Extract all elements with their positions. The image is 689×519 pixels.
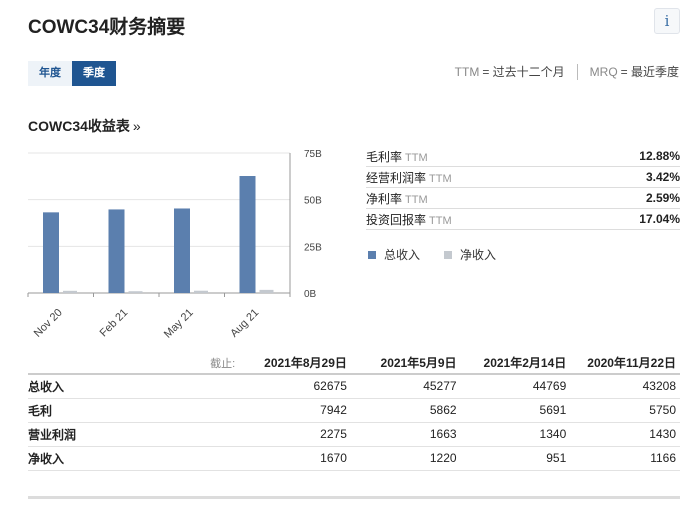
table-cell: 1166	[570, 446, 680, 471]
legend-swatch-revenue	[368, 250, 376, 259]
tab-quarterly[interactable]: 季度	[72, 61, 116, 86]
metric-label: 经营利润率	[366, 170, 427, 185]
metric-tag: TTM	[429, 172, 452, 185]
legend-label-revenue: 总收入	[384, 248, 421, 262]
y-tick-label: 0B	[304, 289, 317, 300]
y-tick-label: 50B	[304, 196, 322, 207]
table-cell: 62675	[241, 374, 351, 399]
table-cell: 44769	[460, 374, 571, 399]
bar-revenue	[43, 212, 59, 293]
table-cell: 5862	[350, 398, 461, 423]
margin-metrics: 毛利率 TTM 12.88% 经营利润率 TTM 3.42% 净利率 TTM 2.59…	[366, 146, 680, 230]
table-cell: 1340	[460, 422, 571, 447]
table-row: 营业利润 2275 1663 1340 1430	[28, 422, 680, 447]
bar-revenue	[239, 176, 256, 293]
metric-tag: TTM	[405, 151, 428, 164]
metric-label: 投资回报率	[366, 212, 427, 227]
column-date: 2021年8月29日	[241, 352, 351, 375]
table-cell: 951	[460, 446, 571, 471]
row-label: 总收入	[28, 374, 242, 399]
legend-swatch-net-income	[444, 250, 453, 259]
chart-legend: 总收入 净收入	[368, 246, 520, 263]
bar-revenue	[108, 209, 125, 293]
metric-tag: TTM	[429, 214, 452, 227]
bar-revenue	[174, 208, 190, 293]
column-date: 2021年5月9日	[350, 352, 461, 375]
bar-net-income	[194, 290, 208, 293]
y-tick-label: 75B	[304, 149, 322, 160]
metric-label: 净利率	[366, 191, 403, 206]
legend-label-net-income: 净收入	[460, 248, 497, 262]
table-cell: 1430	[570, 422, 680, 447]
abbreviation-legend: TTM = 过去十二个月 MRQ = 最近季度	[455, 63, 679, 80]
ttm-text: = 过去十二个月	[482, 65, 565, 79]
metric-row-gross-margin: 毛利率 TTM 12.88%	[366, 146, 680, 167]
table-cell: 45277	[350, 374, 461, 399]
metric-row-operating-margin: 经营利润率 TTM 3.42%	[366, 167, 680, 188]
metric-value: 3.42%	[645, 170, 680, 184]
more-link-icon[interactable]: »	[132, 118, 141, 134]
row-label: 净收入	[28, 446, 242, 471]
legend-item-net-income[interactable]: 净收入	[444, 246, 496, 263]
table-cell: 7942	[241, 398, 351, 423]
column-date: 2020年11月22日	[570, 352, 680, 375]
asof-label: 截止:	[28, 352, 242, 375]
income-statement-title: COWC34收益表»	[28, 116, 141, 136]
info-icon[interactable]: i	[654, 8, 680, 34]
metric-value: 12.88%	[639, 149, 680, 163]
x-tick-label: Aug 21	[228, 307, 261, 340]
row-label: 毛利	[28, 398, 242, 423]
table-cell: 2275	[241, 422, 351, 447]
mrq-abbr: MRQ	[589, 64, 618, 79]
income-statement-label[interactable]: COWC34收益表	[28, 118, 130, 134]
ttm-abbr: TTM	[454, 64, 480, 79]
metric-row-net-margin: 净利率 TTM 2.59%	[366, 188, 680, 209]
y-tick-label: 25B	[304, 242, 322, 253]
table-cell: 1670	[241, 446, 351, 471]
metric-tag: TTM	[405, 193, 428, 206]
table-cell: 43208	[570, 374, 680, 399]
table-cell: 1663	[350, 422, 461, 447]
financial-summary-table: 截止: 2021年8月29日 2021年5月9日 2021年2月14日 2020…	[28, 352, 680, 471]
table-row: 净收入 1670 1220 951 1166	[28, 446, 680, 471]
x-tick-label: Nov 20	[32, 307, 65, 340]
metric-label: 毛利率	[366, 149, 403, 164]
mrq-text: = 最近季度	[620, 65, 679, 79]
metric-row-roi: 投资回报率 TTM 17.04%	[366, 209, 680, 230]
period-tabs: 年度 季度	[28, 61, 116, 86]
table-row: 毛利 7942 5862 5691 5750	[28, 398, 680, 423]
income-bar-chart: 0B 25B 50B 75B Nov 20 Feb 21 May 21 Aug 21	[27, 149, 322, 340]
legend-item-revenue[interactable]: 总收入	[368, 246, 420, 263]
bar-net-income	[128, 291, 143, 293]
table-cell: 1220	[350, 446, 461, 471]
page-title: COWC34财务摘要	[28, 17, 186, 38]
table-row: 总收入 62675 45277 44769 43208	[28, 374, 680, 399]
table-cell: 5750	[570, 398, 680, 423]
x-tick-label: May 21	[162, 307, 196, 340]
tab-annual[interactable]: 年度	[28, 61, 72, 86]
table-header-row: 截止: 2021年8月29日 2021年5月9日 2021年2月14日 2020…	[28, 352, 680, 375]
column-date: 2021年2月14日	[460, 352, 571, 375]
row-label: 营业利润	[28, 422, 242, 447]
table-cell: 5691	[460, 398, 571, 423]
legend-divider	[576, 63, 578, 80]
bottom-divider	[28, 496, 680, 499]
bar-net-income	[63, 290, 77, 293]
x-tick-label: Feb 21	[98, 307, 131, 340]
metric-value: 2.59%	[645, 191, 680, 205]
bar-net-income	[259, 289, 274, 293]
metric-value: 17.04%	[639, 212, 680, 226]
